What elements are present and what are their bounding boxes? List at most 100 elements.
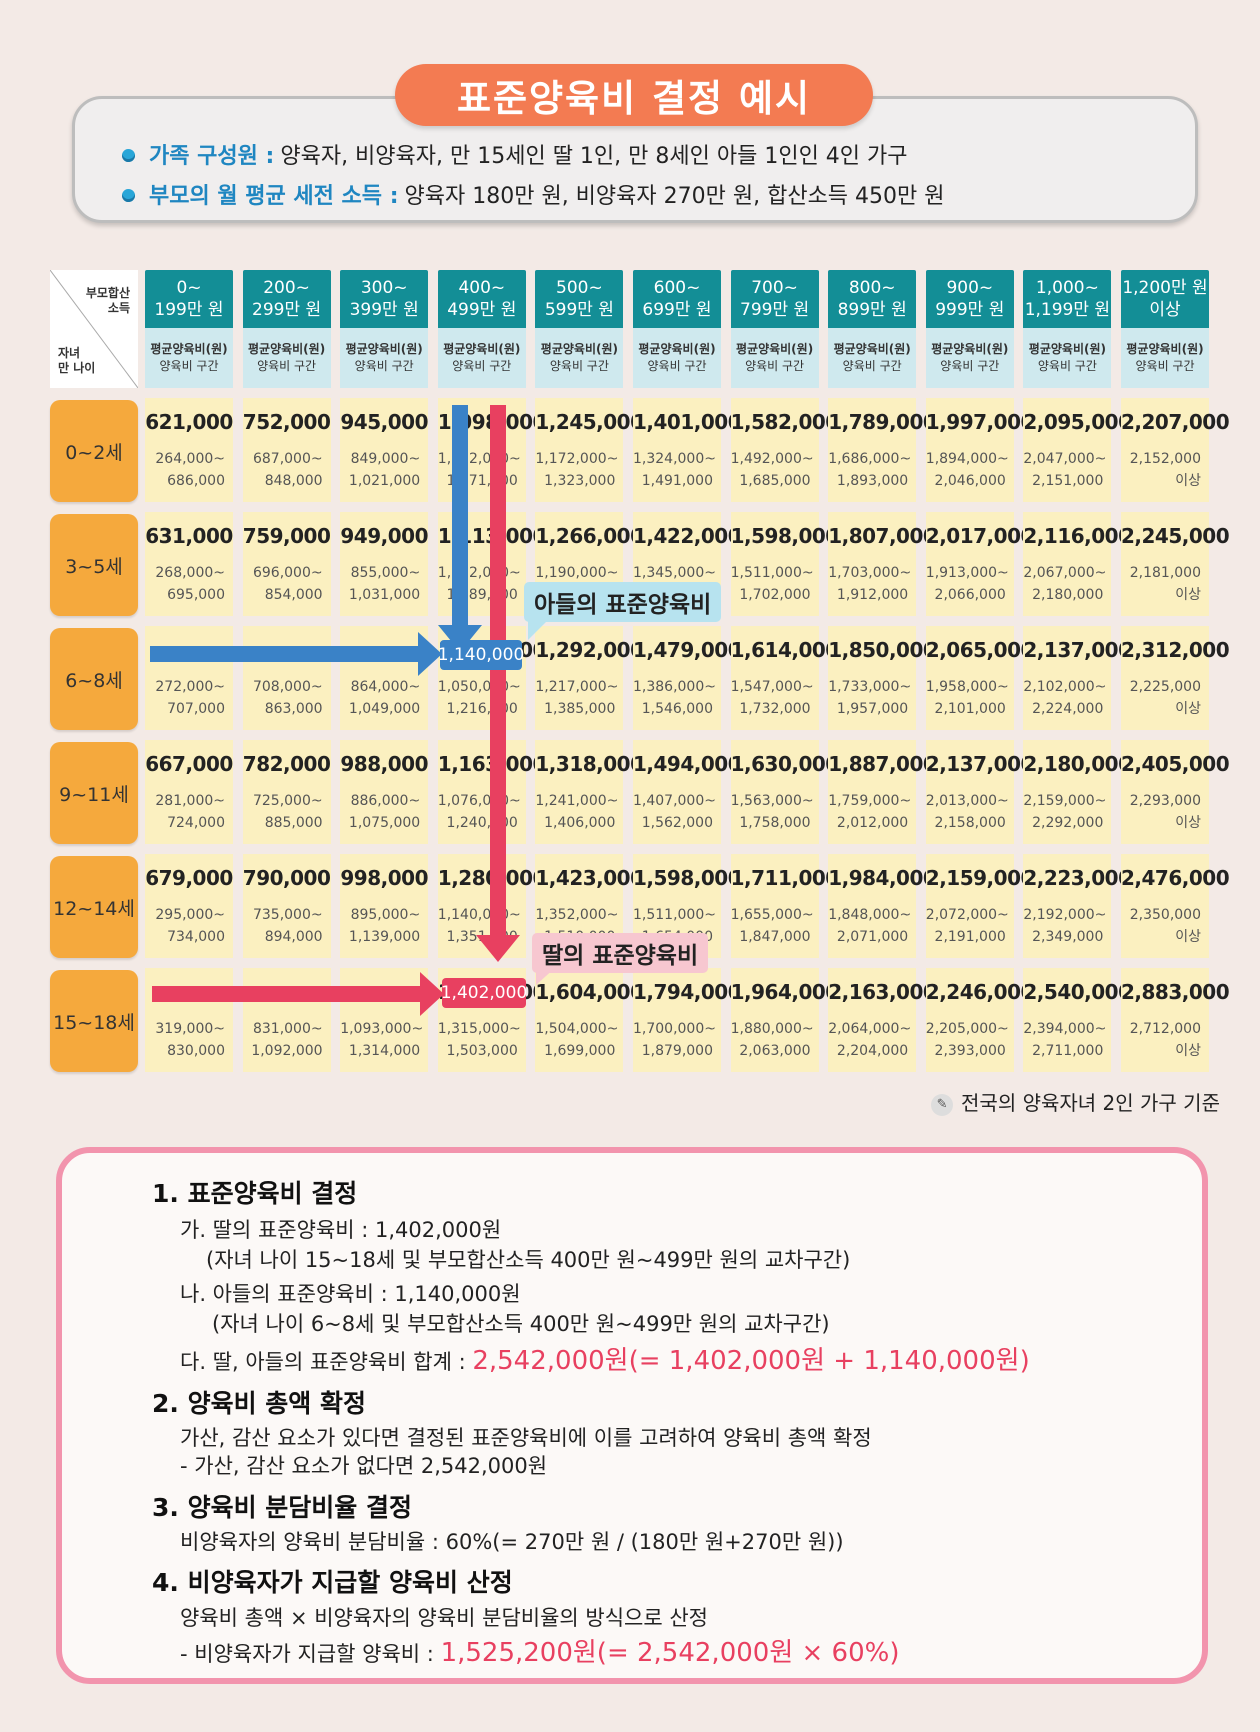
- calculation-steps-box: [56, 1147, 1208, 1684]
- range-to: 1,031,000: [348, 587, 421, 603]
- range-to: 1,847,000: [739, 929, 811, 945]
- income-column-header: 400~ 499만 원: [437, 270, 526, 328]
- income-column-header: 1,200만 원 이상: [1121, 270, 1209, 328]
- cost-range: 1,686,000~ 1,893,000: [828, 448, 911, 492]
- cost-range: 1,093,000~ 1,314,000: [340, 1018, 424, 1062]
- colon: :: [257, 144, 275, 169]
- range-to: 1,546,000: [641, 701, 713, 717]
- cost-range: 268,000~ 695,000: [145, 562, 225, 606]
- avg-cost-label: 평균양육비(원): [443, 342, 521, 356]
- step4-line2: - 비양육자가 지급할 양육비 : 1,525,200원(= 2,542,000…: [180, 1632, 900, 1669]
- cost-range: 1,324,000~ 1,491,000: [633, 448, 716, 492]
- range-to: 830,000: [167, 1043, 225, 1059]
- cost-range: 1,703,000~ 1,912,000: [828, 562, 911, 606]
- daughter-standard-badge: 1,402,000: [441, 978, 527, 1008]
- colon: :: [382, 184, 399, 209]
- range-from: 2,072,000~: [925, 907, 1009, 923]
- cost-range: 1,913,000~ 2,066,000: [926, 562, 1009, 606]
- avg-cost-label: 평균양육비(원): [345, 342, 423, 356]
- average-cost: 1,098,000: [437, 410, 547, 434]
- range-from: 1,241,000~: [535, 793, 619, 809]
- range-from: 735,000~: [252, 907, 323, 923]
- cost-range: 1,076,000~ 1,240,000: [438, 790, 521, 834]
- table-cell: 2,116,000 2,067,000~ 2,180,000: [1023, 512, 1132, 616]
- range-to: 2,204,000: [836, 1043, 909, 1059]
- corner-income-label: 부모합산 소득: [85, 286, 130, 315]
- table-cell: 782,000 725,000~ 885,000: [242, 740, 331, 844]
- range-to: 1,092,000: [251, 1043, 323, 1059]
- step4-title: 4. 비양육자가 지급할 양육비 산정: [152, 1568, 513, 1597]
- table-cell: 752,000 687,000~ 848,000: [242, 398, 331, 502]
- table-cell: 1,604,000 1,504,000~ 1,699,000: [535, 968, 644, 1072]
- average-cost: 1,630,000: [730, 752, 840, 776]
- range-to: 863,000: [264, 701, 323, 717]
- cost-range: 725,000~ 885,000: [243, 790, 323, 834]
- cost-range: 272,000~ 707,000: [145, 676, 225, 720]
- income-line: 부모의 월 평균 세전 소득 : 양육자 180만 원, 비양육자 270만 원,…: [122, 178, 945, 210]
- range-from: 708,000~: [252, 679, 323, 695]
- range-from: 1,511,000~: [633, 907, 716, 923]
- range-label: 양육비 구간: [745, 359, 805, 373]
- average-cost: 1,266,000: [535, 524, 644, 548]
- table-cell: 790,000 735,000~ 894,000: [242, 854, 331, 958]
- average-cost: 1,807,000: [828, 524, 937, 548]
- range-to: 이상: [1175, 473, 1201, 489]
- range-from: 1,880,000~: [730, 1021, 814, 1037]
- cost-range: 2,064,000~ 2,204,000: [828, 1018, 912, 1062]
- range-to: 이상: [1175, 701, 1201, 717]
- cost-range: 855,000~ 1,031,000: [340, 562, 420, 606]
- cost-range: 2,205,000~ 2,393,000: [926, 1018, 1009, 1062]
- range-from: 1,655,000~: [730, 907, 814, 923]
- average-cost: 2,116,000: [1023, 524, 1132, 548]
- range-from: 1,190,000~: [535, 565, 619, 581]
- range-to: 848,000: [264, 473, 323, 489]
- age-row-header: 3~5세: [50, 514, 138, 616]
- step2-title: 2. 양육비 총액 확정: [152, 1389, 367, 1418]
- range-to: 2,012,000: [836, 815, 909, 831]
- range-to: 2,180,000: [1032, 587, 1104, 603]
- income-range-end: 699만 원: [642, 300, 712, 320]
- average-cost: 1,598,000: [730, 524, 840, 548]
- range-from: 1,140,000~: [437, 907, 521, 923]
- range-to: 686,000: [167, 473, 225, 489]
- table-corner-header: 부모합산 소득 자녀 만 나이: [50, 270, 138, 388]
- table-cell: 1,292,000 1,217,000~ 1,385,000: [535, 626, 644, 730]
- average-cost: 2,540,000: [1023, 980, 1132, 1004]
- range-from: 2,064,000~: [828, 1021, 912, 1037]
- range-to: 2,158,000: [934, 815, 1006, 831]
- column-subheader: 평균양육비(원) 양육비 구간: [925, 328, 1014, 388]
- average-cost: 2,476,000: [1121, 866, 1230, 890]
- footnote-text: 전국의 양육자녀 2인 가구 기준: [961, 1091, 1220, 1115]
- range-to: 2,292,000: [1032, 815, 1104, 831]
- range-to: 2,066,000: [934, 587, 1006, 603]
- table-cell: 1,964,000 1,880,000~ 2,063,000: [730, 968, 839, 1072]
- average-cost: 2,159,000: [925, 866, 1035, 890]
- average-cost: 1,794,000: [633, 980, 742, 1004]
- range-from: 2,350,000: [1129, 907, 1201, 923]
- average-cost: 2,137,000: [925, 752, 1035, 776]
- range-from: 1,315,000~: [437, 1021, 521, 1037]
- cost-range: 1,504,000~ 1,699,000: [535, 1018, 618, 1062]
- cost-range: 2,067,000~ 2,180,000: [1023, 562, 1106, 606]
- range-from: 2,225,000: [1129, 679, 1201, 695]
- family-members-text: 양육자, 비양육자, 만 15세인 딸 1인, 만 8세인 아들 1인인 4인 …: [280, 144, 908, 169]
- range-from: 1,324,000~: [633, 451, 716, 467]
- average-cost: 2,163,000: [828, 980, 937, 1004]
- range-from: 831,000~: [252, 1021, 323, 1037]
- average-cost: 1,318,000: [535, 752, 644, 776]
- income-column-header: 700~ 799만 원: [730, 270, 819, 328]
- range-label: 양육비 구간: [452, 359, 512, 373]
- income-column-header: 600~ 699만 원: [633, 270, 721, 328]
- cost-range: 864,000~ 1,049,000: [340, 676, 420, 720]
- step4-line1: 양육비 총액 × 비양육자의 양육비 분담비율의 방식으로 산정: [180, 1606, 709, 1630]
- income-column-header: 300~ 399만 원: [340, 270, 429, 328]
- table-cell: 1,630,000 1,563,000~ 1,758,000: [730, 740, 840, 844]
- cost-range: 1,511,000~ 1,702,000: [731, 562, 814, 606]
- range-to: 1,503,000: [446, 1043, 518, 1059]
- cost-range: 2,102,000~ 2,224,000: [1023, 676, 1106, 720]
- range-from: 1,352,000~: [535, 907, 619, 923]
- cost-range: 1,032,000~ 1,189,000: [438, 562, 521, 606]
- average-cost: 790,000: [242, 866, 331, 890]
- range-from: 1,093,000~: [340, 1021, 424, 1037]
- income-range-end: 499만 원: [447, 300, 517, 320]
